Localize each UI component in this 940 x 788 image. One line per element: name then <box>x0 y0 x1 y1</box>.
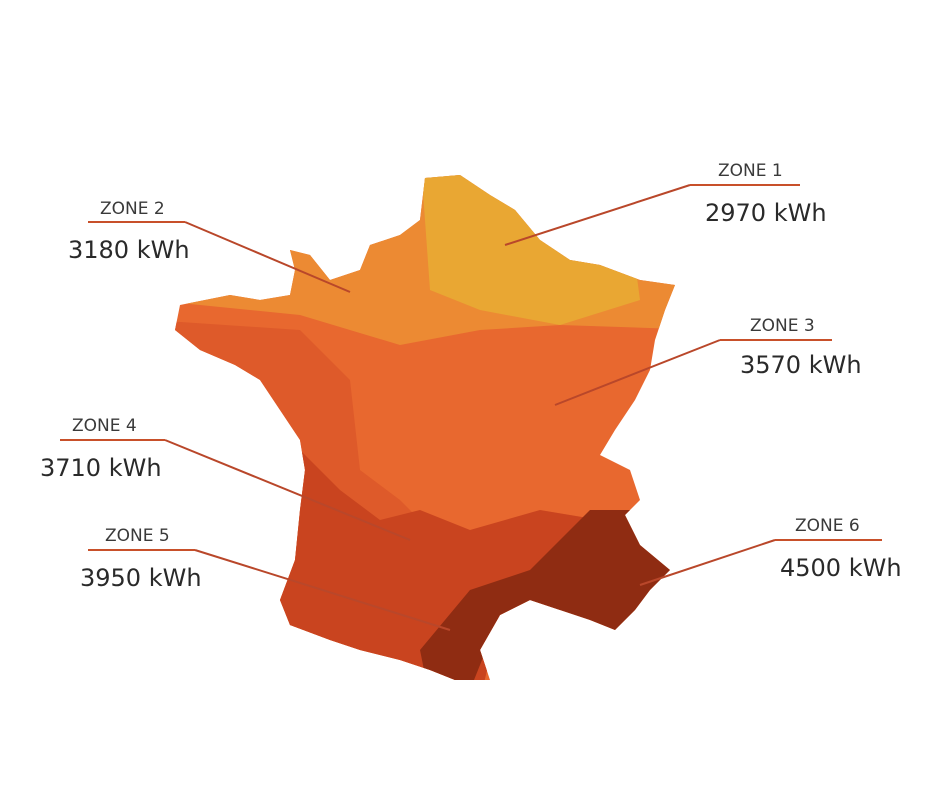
zone-value: 2970 kWh <box>705 199 827 227</box>
zone-label: ZONE 5 <box>105 526 170 546</box>
leader-line <box>164 439 411 541</box>
leader-line <box>554 339 721 406</box>
france <box>175 175 675 680</box>
leader-line <box>639 539 776 586</box>
leader-line <box>504 184 691 246</box>
leader-line <box>184 221 351 293</box>
zone-6-area <box>420 510 675 680</box>
zone-label: ZONE 4 <box>72 416 137 436</box>
zone-value: 3570 kWh <box>740 351 862 379</box>
leader-line <box>194 549 451 631</box>
zone-value: 4500 kWh <box>780 554 902 582</box>
zone-value: 3950 kWh <box>80 564 202 592</box>
zone-label: ZONE 2 <box>100 199 165 219</box>
zone-label: ZONE 1 <box>718 161 783 181</box>
zone-value: 3180 kWh <box>68 236 190 264</box>
zone-value: 3710 kWh <box>40 454 162 482</box>
zone-label: ZONE 6 <box>795 516 860 536</box>
zone-5-area <box>260 450 620 680</box>
zone-label: ZONE 3 <box>750 316 815 336</box>
